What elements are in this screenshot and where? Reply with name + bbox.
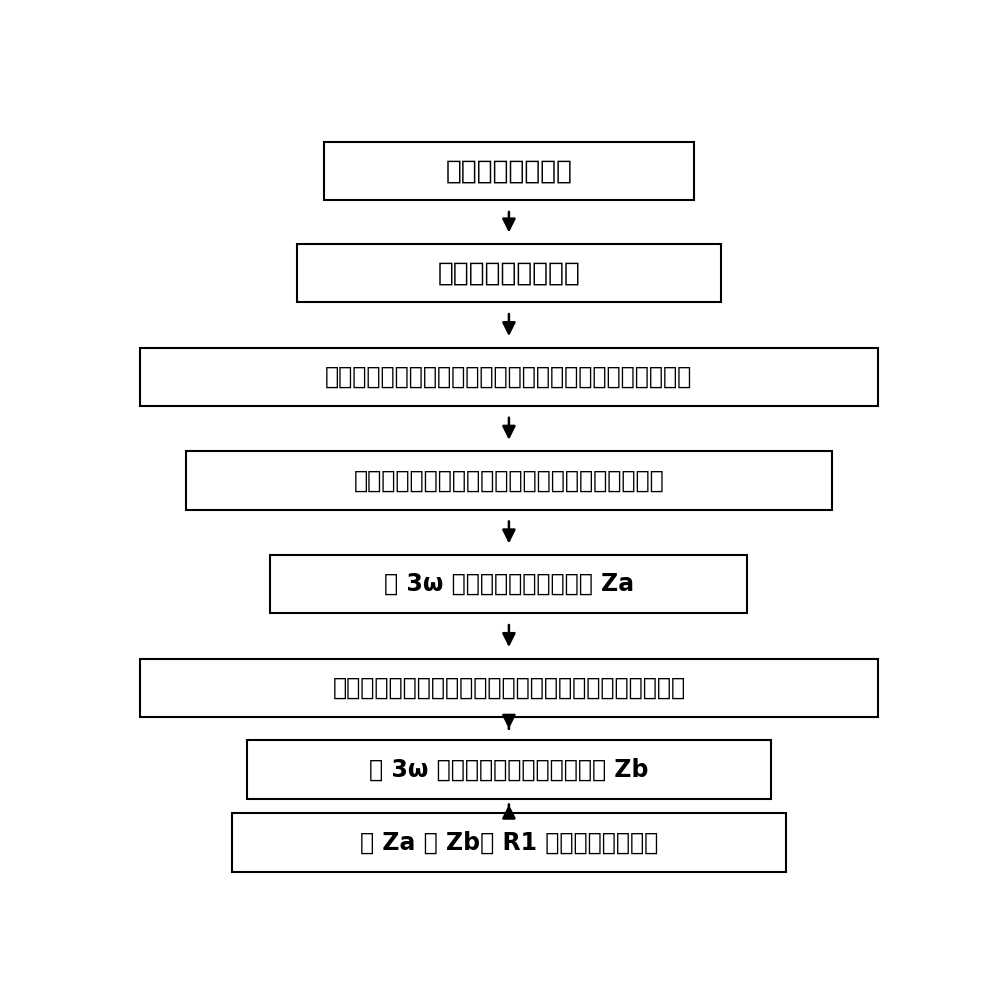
Text: 将样品对表面加热测温金属线与电压测试单元相连: 将样品对表面加热测温金属线与电压测试单元相连	[354, 469, 664, 493]
Text: 选择待测样品材料: 选择待测样品材料	[446, 158, 572, 184]
Bar	[325, 142, 693, 200]
Bar	[297, 244, 721, 302]
Bar	[186, 451, 832, 510]
Bar	[139, 348, 879, 406]
Text: 用 3ω 法测量样品对的总热阻 Za: 用 3ω 法测量样品对的总热阻 Za	[384, 572, 634, 596]
Text: 用 3ω 法测量第二待测样品的热阻 Zb: 用 3ω 法测量第二待测样品的热阻 Zb	[369, 758, 648, 782]
Bar	[270, 555, 748, 613]
Text: 制作加热测温金属线: 制作加热测温金属线	[438, 260, 580, 286]
Bar	[231, 813, 786, 872]
Text: 将第一、三待测样品叠加成样品对并对样品对施加接触压力: 将第一、三待测样品叠加成样品对并对样品对施加接触压力	[326, 365, 692, 389]
Text: 将 Za 与 Zb、 R1 作差求得接触热阻: 将 Za 与 Zb、 R1 作差求得接触热阻	[359, 831, 658, 855]
Bar	[139, 659, 879, 717]
Text: 将第二待测样品表面加热测温金属线与电压测试单元相连: 将第二待测样品表面加热测温金属线与电压测试单元相连	[333, 676, 685, 700]
Bar	[247, 740, 771, 799]
